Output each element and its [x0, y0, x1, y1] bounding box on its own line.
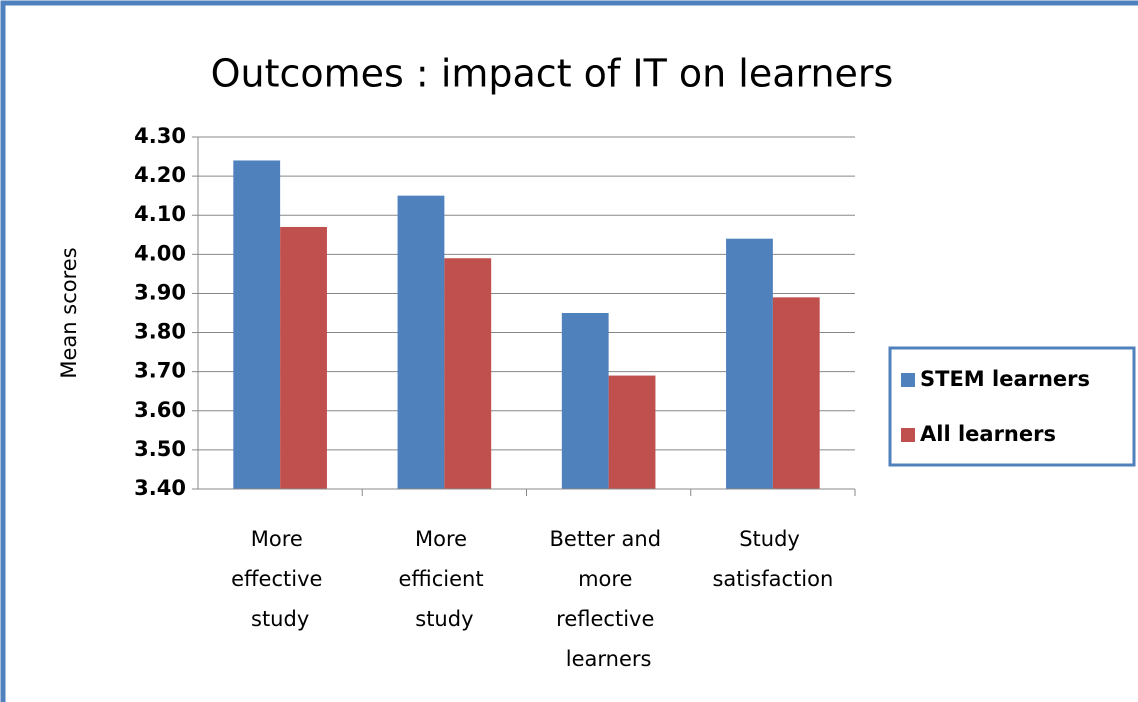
y-tick-label: 3.80 — [134, 320, 186, 344]
bar — [608, 375, 656, 489]
y-tick-label: 4.20 — [134, 163, 186, 187]
bar — [726, 238, 773, 489]
y-tick-label: 4.00 — [134, 241, 186, 265]
y-axis-label: Mean scores — [57, 247, 81, 378]
y-tick-label: 3.50 — [134, 437, 186, 461]
x-tick-label: Better and more reflective learners — [550, 527, 668, 671]
chart-title: Outcomes : impact of IT on learners — [211, 52, 894, 96]
y-tick-label: 3.40 — [134, 476, 186, 500]
y-tick-label: 3.60 — [134, 398, 186, 422]
bar — [280, 226, 327, 489]
legend-swatch — [901, 428, 915, 442]
bar — [772, 297, 820, 489]
x-tick-label: More effective study — [231, 527, 329, 631]
x-tick-label: More efficient study — [399, 527, 491, 631]
y-tick-label: 4.10 — [134, 202, 186, 226]
y-tick-label: 3.90 — [134, 280, 186, 304]
y-tick-label: 4.30 — [134, 124, 186, 148]
bar — [444, 258, 492, 489]
legend-swatch — [901, 373, 915, 387]
bar — [561, 313, 609, 489]
bar — [397, 195, 445, 489]
y-tick-label: 3.70 — [134, 359, 186, 383]
x-tick-label: Study satisfaction — [712, 527, 833, 591]
legend-box — [888, 346, 1136, 467]
bar — [233, 160, 281, 489]
legend-label: STEM learners — [920, 367, 1090, 391]
legend-label: All learners — [920, 422, 1056, 446]
